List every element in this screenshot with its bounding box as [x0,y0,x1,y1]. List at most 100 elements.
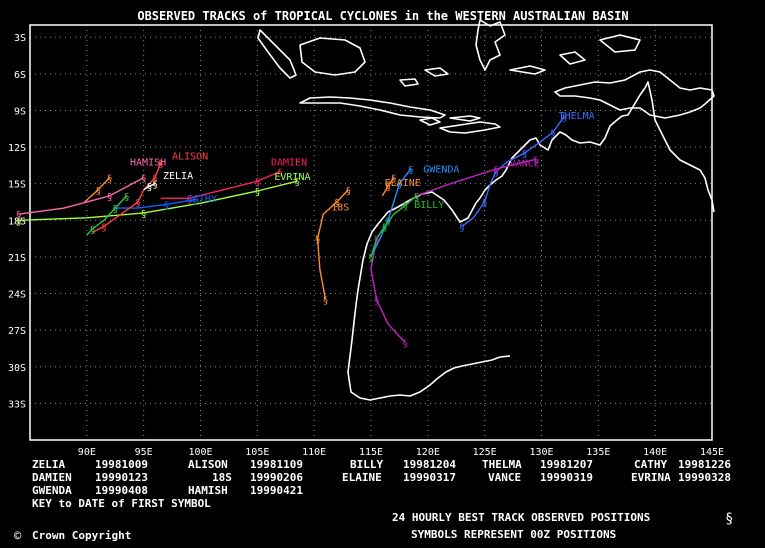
cyclone-symbol-icon: § [16,210,22,221]
cyclone-symbol-icon: § [254,187,260,198]
cyclone-symbol-icon: § [192,196,198,207]
legend-storm-date: 19981207 [540,458,593,471]
cyclone-symbol-icon: § [368,253,374,264]
lat-tick-label: 6S [14,70,26,81]
legend-storm-name: DAMIEN [32,471,72,484]
legend-storm-date: 19990319 [540,471,593,484]
coastline-timor [439,121,501,134]
legend-storm-date: 19981109 [250,458,303,471]
cyclone-symbol-icon: § [408,165,414,176]
track-alison [92,162,162,234]
lat-tick-label: 18S [8,216,26,227]
lon-tick-label: 145E [700,447,724,458]
cyclone-symbol-icon: § [112,204,118,215]
cyclone-symbol-icon: § [16,216,22,227]
cyclone-symbol-icon: § [493,165,499,176]
legend-storm-date: 19981204 [403,458,456,471]
legend-storm-name: ELAINE [342,471,382,484]
legend-storm-name: ALISON [188,458,228,471]
storm-label: CATHY [187,194,217,205]
track-damien [160,170,281,200]
storm-label: ALISON [172,151,208,162]
cyclone-symbol-icon: § [135,198,141,209]
coastline-flores [449,115,481,122]
cyclone-symbol-icon: § [459,222,465,233]
lat-tick-label: 33S [8,399,26,410]
coastline-borneo [299,37,366,76]
cyclone-symbol-icon: § [141,174,147,185]
cyclone-symbol-icon: § [374,296,380,307]
copyright-text: Crown Copyright [32,529,131,542]
best-track-note: 24 HOURLY BEST TRACK OBSERVED POSITIONS [392,511,650,524]
storm-label: THELMA [559,111,595,122]
legend-storm-date: 19981226 [678,458,731,471]
track-hamish [18,176,144,215]
cyclone-symbol-icon: § [254,177,260,188]
cyclone-symbol-icon: § [334,198,340,209]
coastline-misc-1 [424,67,449,77]
track-cathy [115,198,195,209]
coastline-misc-4 [559,51,586,65]
cyclone-symbol-icon: § [413,192,419,203]
cyclone-tracks: §§§§§§§§§§§§§§§§§§§§§§§§§§§§§§§§§§§§§§§§… [16,113,568,350]
lon-tick-label: 95E [135,447,153,458]
cyclone-symbol-icon: § [413,192,419,203]
storm-label: GWENDA [423,165,459,176]
map-title: OBSERVED TRACKS of TROPICAL CYCLONES in … [137,9,628,23]
coastline-new-guinea [554,69,715,119]
cyclone-symbol-icon: § [493,167,499,178]
cyclone-symbol-icon: § [385,182,391,193]
track-gwenda [370,168,412,258]
cyclone-symbol-icon: § [521,149,527,160]
lon-tick-label: 135E [586,447,610,458]
cyclone-symbol-icon: § [402,338,408,349]
track-elaine [381,177,395,197]
cyclone-symbol-icon: § [402,202,408,213]
legend-storm-date: 19990421 [250,484,303,497]
cyclone-labels: THELMA VANCE GWENDA BILLY ELAINE 18S DAMIEN EVR… [130,111,595,214]
track-billy [370,195,417,258]
cyclone-symbol-icon: § [561,113,567,124]
cyclone-symbol-icon: § [152,174,158,185]
cyclone-symbol-icon: § [152,180,158,191]
coastline-sumatra-tip [257,29,297,79]
storm-label: HAMISH [130,157,166,168]
lon-tick-label: 125E [473,447,497,458]
coastline-java [299,96,446,119]
cyclone-symbol-icon: § [158,159,164,170]
coastline-sulawesi [475,19,506,71]
legend-storm-date: 19990206 [250,471,303,484]
symbols-note: SYMBOLS REPRESENT 00Z POSITIONS [411,528,616,541]
lon-tick-label: 120E [416,447,440,458]
legend-storm-date: 19990317 [403,471,456,484]
cyclone-symbol-icon: § [101,222,107,233]
legend-storm-name: BILLY [350,458,383,471]
footer: 24 HOURLY BEST TRACK OBSERVED POSITIONS … [14,511,733,543]
lon-tick-label: 115E [359,447,383,458]
legend-storm-date: 19990123 [95,471,148,484]
cyclone-symbol-icon: § [112,204,118,215]
cyclone-symbol-icon: § [368,253,374,264]
coastlines [257,19,715,401]
legend-storm-name: EVRINA [631,471,671,484]
lon-tick-label: 100E [188,447,212,458]
cyclone-symbol-icon: § [315,235,321,246]
cyclone-symbol-icon: § [124,192,130,203]
legend-storm-name: VANCE [488,471,521,484]
cyclone-symbol-icon: § [533,155,539,166]
cyclone-symbol-icon: § [550,128,556,139]
cyclone-symbol-icon: § [725,511,733,527]
lat-tick-label: 9S [14,106,26,117]
lat-tick-label: 30S [8,363,26,374]
storm-label: VANCE [510,159,540,170]
storm-label: 18S [331,203,349,214]
cyclone-symbol-icon: § [345,186,351,197]
legend-storm-name: HAMISH [188,484,228,497]
lat-tick-label: 3S [14,33,26,44]
storm-label: DAMIEN [271,157,307,168]
storm-label: ZELIA [163,171,193,182]
map-frame [29,24,713,441]
cyclone-symbol-icon: § [107,174,113,185]
legend-storm-date: 19990408 [95,484,148,497]
